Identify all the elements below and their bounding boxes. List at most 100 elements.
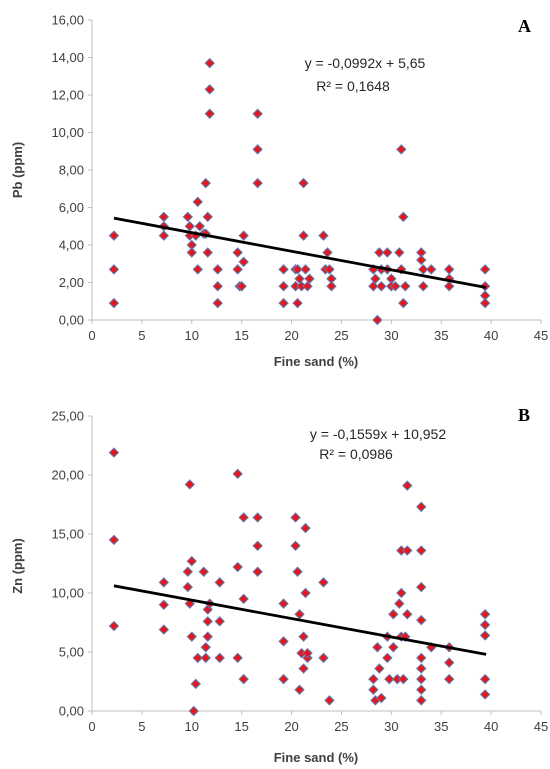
data-point xyxy=(398,673,409,685)
data-point xyxy=(182,211,193,223)
data-point xyxy=(232,652,243,664)
data-point xyxy=(236,281,247,292)
data-point xyxy=(292,297,303,309)
data-point xyxy=(278,297,289,309)
data-point xyxy=(416,501,427,513)
data-point xyxy=(108,447,120,458)
data-point xyxy=(204,108,215,119)
data-point xyxy=(158,599,170,611)
data-point xyxy=(290,540,301,552)
y-axis-title-a: Pb (ppm) xyxy=(10,142,25,198)
data-point xyxy=(479,297,491,309)
data-point xyxy=(382,247,393,258)
data-point xyxy=(252,540,263,552)
x-tick-label: 5 xyxy=(138,719,145,734)
data-point xyxy=(398,297,409,309)
y-tick-label: 5,00 xyxy=(59,645,84,660)
data-point xyxy=(416,614,427,626)
data-point xyxy=(294,609,305,620)
data-point xyxy=(194,221,205,232)
data-point xyxy=(394,598,405,609)
data-point xyxy=(402,545,413,556)
data-point xyxy=(158,230,170,241)
data-point xyxy=(214,616,225,627)
data-point xyxy=(252,108,263,119)
x-tick-label: 45 xyxy=(534,328,548,343)
data-point xyxy=(294,684,305,695)
data-point xyxy=(252,566,263,577)
data-point xyxy=(238,673,249,685)
x-tick-label: 30 xyxy=(384,328,398,343)
data-point xyxy=(370,273,381,284)
data-point xyxy=(376,281,387,292)
data-point xyxy=(252,512,263,523)
x-tick-label: 15 xyxy=(234,719,248,734)
x-tick-label: 0 xyxy=(88,328,95,343)
data-point xyxy=(479,689,491,700)
data-point xyxy=(298,230,309,241)
data-point xyxy=(416,663,427,674)
y-tick-label: 20,00 xyxy=(51,468,84,483)
data-point xyxy=(204,84,215,95)
x-tick-label: 5 xyxy=(138,328,145,343)
data-point xyxy=(202,247,213,258)
y-tick-label: 15,00 xyxy=(51,527,84,542)
data-point xyxy=(443,657,455,668)
data-point xyxy=(418,264,429,275)
data-point xyxy=(186,555,197,567)
y-tick-label: 4,00 xyxy=(59,238,84,253)
data-point xyxy=(192,264,203,275)
data-point xyxy=(479,630,491,641)
data-point xyxy=(368,281,379,292)
data-point xyxy=(318,577,329,588)
data-point xyxy=(443,673,455,685)
data-point xyxy=(298,177,309,189)
x-tick-label: 25 xyxy=(334,328,348,343)
data-point xyxy=(278,598,289,609)
x-tick-label: 35 xyxy=(434,328,448,343)
data-point xyxy=(416,545,427,556)
y-tick-label: 10,00 xyxy=(51,125,84,140)
data-point xyxy=(186,247,197,258)
x-tick-label: 20 xyxy=(284,328,298,343)
data-point xyxy=(232,468,243,480)
data-point xyxy=(384,673,395,685)
data-point xyxy=(278,264,289,275)
data-point xyxy=(388,642,399,653)
data-point xyxy=(426,264,437,275)
data-point xyxy=(188,705,199,717)
data-point xyxy=(372,642,383,653)
y-tick-label: 8,00 xyxy=(59,163,84,178)
data-point xyxy=(402,609,413,620)
data-point xyxy=(238,256,249,268)
data-point xyxy=(300,522,311,534)
y-tick-label: 25,00 xyxy=(51,409,84,424)
data-point xyxy=(443,264,455,275)
data-point xyxy=(324,695,335,706)
data-point xyxy=(416,254,427,266)
data-point xyxy=(278,673,289,685)
data-point xyxy=(212,264,223,275)
data-point xyxy=(290,512,301,523)
trendline-b xyxy=(113,584,487,656)
data-point xyxy=(158,577,170,588)
data-point xyxy=(300,587,311,599)
data-point xyxy=(304,273,315,284)
x-tick-label: 45 xyxy=(534,719,548,734)
data-point xyxy=(232,247,243,258)
r2-a: R² = 0,1648 xyxy=(316,78,390,94)
data-point xyxy=(158,624,170,635)
y-axis-title-b: Zn (ppm) xyxy=(10,538,25,594)
panel-label-a: A xyxy=(518,16,531,36)
data-point xyxy=(198,566,209,577)
x-axis-title-b: Fine sand (%) xyxy=(274,750,359,765)
data-point xyxy=(372,314,383,326)
data-point xyxy=(232,264,243,275)
data-point xyxy=(390,281,401,292)
data-point xyxy=(394,247,405,258)
y-tick-label: 14,00 xyxy=(51,50,84,65)
data-point xyxy=(324,264,335,275)
data-point xyxy=(200,177,211,189)
data-point xyxy=(400,281,411,292)
y-tick-label: 12,00 xyxy=(51,88,84,103)
